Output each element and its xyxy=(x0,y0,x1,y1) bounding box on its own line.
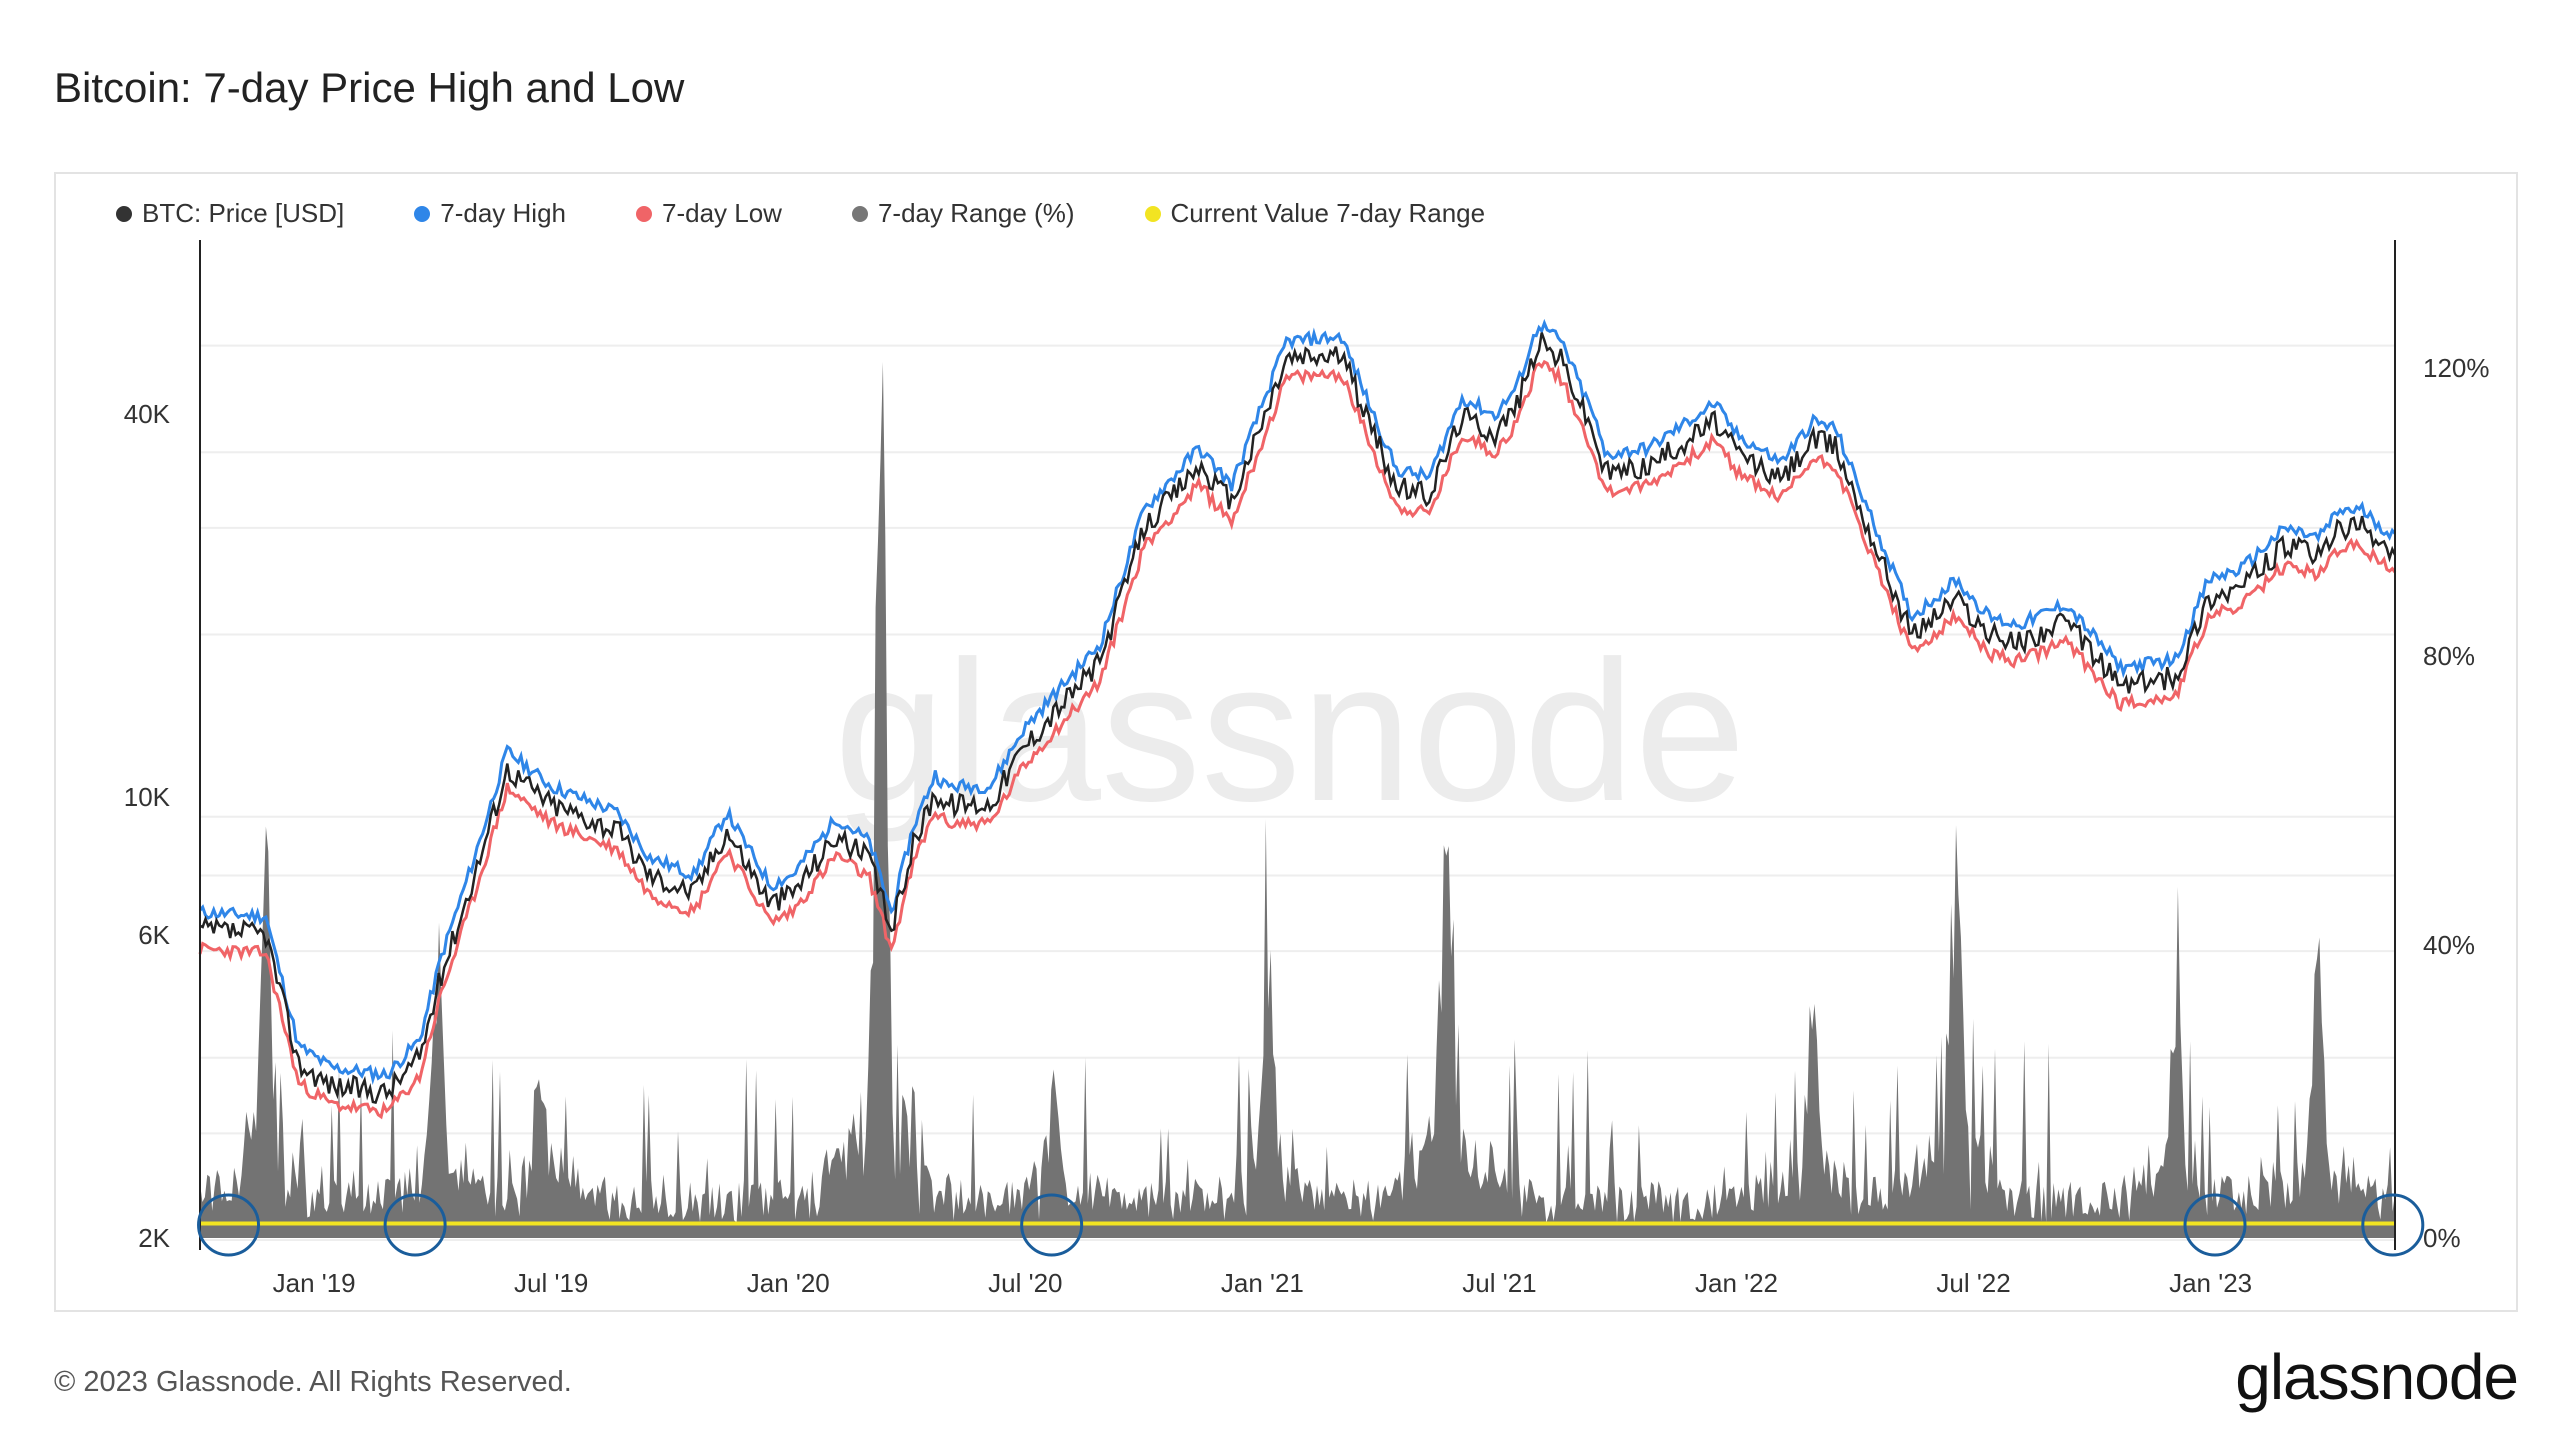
low-line xyxy=(198,359,2397,1120)
current-value-marker xyxy=(197,1193,261,1257)
copyright-text: © 2023 Glassnode. All Rights Reserved. xyxy=(54,1366,572,1398)
x-tick-label: Jan '20 xyxy=(747,1268,830,1298)
legend-high-dot xyxy=(414,205,431,222)
legend-item-high[interactable]: 7-day High xyxy=(414,198,566,229)
y-right-tick-label: 120% xyxy=(2423,353,2490,383)
y-right-tick-label: 40% xyxy=(2423,930,2475,960)
glassnode-logo[interactable]: glassnode xyxy=(2235,1341,2519,1413)
legend-item-current[interactable]: Current Value 7-day Range xyxy=(1144,198,1486,229)
x-tick-label: Jul '19 xyxy=(514,1268,588,1298)
legend-range-label: 7-day Range (%) xyxy=(877,198,1075,228)
y-right-tick-label: 0% xyxy=(2423,1223,2461,1253)
y-right-tick-label: 80% xyxy=(2423,641,2475,671)
x-tick-label: Jan '23 xyxy=(2169,1268,2252,1298)
current-value-marker xyxy=(2361,1193,2425,1257)
legend-high-label: 7-day High xyxy=(440,198,566,228)
watermark-text: glassnode xyxy=(834,620,1746,843)
range-area xyxy=(200,361,2395,1238)
y-axis-labels: 2K 6K 10K 40K 0% 40% 80% 120% xyxy=(124,353,2490,1253)
chart-title: Bitcoin: 7-day Price High and Low xyxy=(54,64,685,111)
chart-legend: BTC: Price [USD] 7-day High 7-day Low 7-… xyxy=(116,198,1485,229)
legend-price-dot xyxy=(116,205,132,222)
current-value-marker xyxy=(2183,1193,2247,1257)
y-left-tick-label: 10K xyxy=(124,782,171,812)
x-tick-label: Jul '21 xyxy=(1462,1268,1536,1298)
legend-item-range[interactable]: 7-day Range (%) xyxy=(851,198,1075,229)
legend-low-dot xyxy=(635,205,652,222)
x-tick-label: Jan '21 xyxy=(1221,1268,1304,1298)
y-left-tick-label: 40K xyxy=(124,399,171,429)
axes xyxy=(199,240,2396,1250)
x-axis-labels: Jan '19 Jul '19 Jan '20 Jul '20 Jan '21 Jul '… xyxy=(273,1268,2253,1298)
x-tick-label: Jan '22 xyxy=(1695,1268,1778,1298)
grid-lines xyxy=(200,344,2395,1241)
legend-price-label: BTC: Price [USD] xyxy=(142,198,345,228)
current-value-markers xyxy=(197,1193,2425,1257)
legend-current-label: Current Value 7-day Range xyxy=(1170,198,1486,228)
legend-item-price[interactable]: BTC: Price [USD] xyxy=(116,198,344,229)
x-tick-label: Jul '22 xyxy=(1936,1268,2010,1298)
price-series xyxy=(198,318,2397,1226)
legend-range-dot xyxy=(851,205,868,222)
high-line xyxy=(198,318,2397,1086)
y-left-tick-label: 2K xyxy=(138,1223,170,1253)
range-series xyxy=(200,361,2395,1238)
legend-current-dot xyxy=(1144,205,1161,222)
x-tick-label: Jul '20 xyxy=(988,1268,1062,1298)
x-tick-label: Jan '19 xyxy=(273,1268,356,1298)
y-left-tick-label: 6K xyxy=(138,920,170,950)
legend-item-low[interactable]: 7-day Low xyxy=(635,198,782,229)
price-line xyxy=(199,332,2397,1104)
current-value-marker xyxy=(383,1193,447,1257)
current-value-marker xyxy=(1020,1193,1084,1257)
legend-low-label: 7-day Low xyxy=(661,198,782,228)
